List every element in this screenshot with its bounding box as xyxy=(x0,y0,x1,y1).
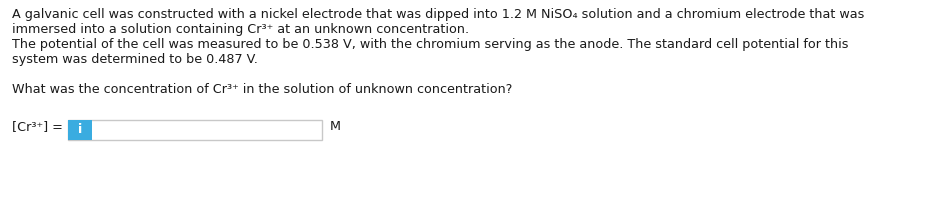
FancyBboxPatch shape xyxy=(68,120,92,139)
Text: i: i xyxy=(78,123,82,136)
Text: A galvanic cell was constructed with a nickel electrode that was dipped into 1.2: A galvanic cell was constructed with a n… xyxy=(12,8,863,21)
Text: immersed into a solution containing Cr³⁺ at an unknown concentration.: immersed into a solution containing Cr³⁺… xyxy=(12,23,469,36)
Text: [Cr³⁺] =: [Cr³⁺] = xyxy=(12,120,63,134)
FancyBboxPatch shape xyxy=(68,120,322,139)
Text: system was determined to be 0.487 V.: system was determined to be 0.487 V. xyxy=(12,53,257,66)
Text: The potential of the cell was measured to be 0.538 V, with the chromium serving : The potential of the cell was measured t… xyxy=(12,38,848,51)
Text: What was the concentration of Cr³⁺ in the solution of unknown concentration?: What was the concentration of Cr³⁺ in th… xyxy=(12,83,512,96)
Text: i: i xyxy=(78,123,82,136)
Text: M: M xyxy=(329,120,341,134)
FancyBboxPatch shape xyxy=(68,120,92,139)
